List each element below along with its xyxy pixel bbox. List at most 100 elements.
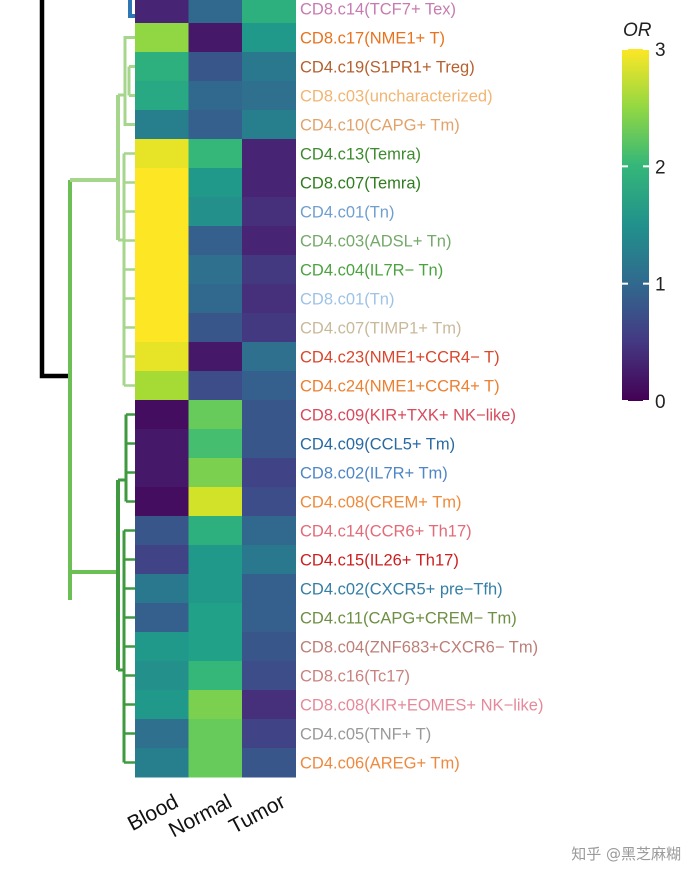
heatmap-cell bbox=[135, 429, 189, 459]
heatmap-cell bbox=[242, 487, 296, 517]
heatmap-cell bbox=[135, 342, 189, 372]
heatmap-cell bbox=[242, 313, 296, 343]
heatmap-cell bbox=[135, 632, 189, 662]
heatmap-cell bbox=[188, 371, 243, 401]
heatmap-cell bbox=[242, 719, 296, 749]
heatmap-cell bbox=[188, 400, 243, 430]
heatmap-cell bbox=[135, 400, 189, 430]
dendrogram-branch bbox=[118, 36, 136, 97]
row-label: CD4.c14(CCR6+ Th17) bbox=[300, 523, 472, 541]
heatmap-cell bbox=[135, 110, 189, 140]
heatmap-cell bbox=[188, 719, 243, 749]
heatmap-cell bbox=[135, 690, 189, 720]
heatmap-cell bbox=[135, 574, 189, 604]
heatmap-cell bbox=[188, 487, 243, 517]
heatmap-cell bbox=[188, 429, 243, 459]
row-label: CD8.c16(Tc17) bbox=[300, 668, 410, 686]
dendrogram-branch bbox=[39, 0, 70, 379]
heatmap-cell bbox=[242, 603, 296, 633]
heatmap-cells bbox=[135, 0, 296, 778]
heatmap-cell bbox=[242, 197, 296, 227]
heatmap-cell bbox=[188, 110, 243, 140]
row-label: CD8.c03(uncharacterized) bbox=[300, 88, 493, 106]
row-label: CD4.c01(Tn) bbox=[300, 204, 394, 222]
row-label: CD8.c09(KIR+TXK+ NK−like) bbox=[300, 407, 516, 425]
heatmap-cell bbox=[242, 748, 296, 778]
heatmap-cell bbox=[188, 313, 243, 343]
heatmap-cell bbox=[188, 661, 243, 691]
heatmap-cell bbox=[135, 487, 189, 517]
legend-tick-label: 1 bbox=[655, 275, 666, 296]
heatmap-cell bbox=[242, 458, 296, 488]
heatmap-cell bbox=[188, 226, 243, 256]
heatmap-cell bbox=[188, 23, 243, 53]
heatmap-cell bbox=[135, 458, 189, 488]
heatmap-cell bbox=[135, 0, 189, 24]
heatmap-cell bbox=[242, 284, 296, 314]
heatmap-cell bbox=[188, 545, 243, 575]
row-label: CD4.c13(Temra) bbox=[300, 146, 421, 164]
row-label: CD8.c04(ZNF683+CXCR6− Tm) bbox=[300, 639, 538, 657]
legend-colorbar bbox=[622, 49, 649, 401]
heatmap-cell bbox=[242, 168, 296, 198]
heatmap-cell bbox=[242, 255, 296, 285]
dendrogram-branch bbox=[128, 0, 136, 18]
heatmap-cell bbox=[242, 139, 296, 169]
heatmap-cell bbox=[135, 139, 189, 169]
heatmap-cell bbox=[242, 690, 296, 720]
heatmap-cell bbox=[135, 545, 189, 575]
heatmap-cell bbox=[135, 284, 189, 314]
heatmap-cell bbox=[188, 748, 243, 778]
row-label: CD4.c04(IL7R− Tn) bbox=[300, 262, 443, 280]
row-label: CD8.c07(Temra) bbox=[300, 175, 421, 193]
heatmap-cell bbox=[242, 81, 296, 111]
heatmap-cell bbox=[135, 255, 189, 285]
heatmap-cell bbox=[188, 81, 243, 111]
row-label: CD4.c19(S1PR1+ Treg) bbox=[300, 59, 475, 77]
heatmap-cell bbox=[242, 110, 296, 140]
heatmap-cell bbox=[188, 255, 243, 285]
dendrogram-branch bbox=[123, 95, 136, 126]
row-label: CD4.c02(CXCR5+ pre−Tfh) bbox=[300, 581, 503, 599]
heatmap-cell bbox=[135, 719, 189, 749]
heatmap-cell bbox=[242, 342, 296, 372]
heatmap-cell bbox=[135, 52, 189, 82]
heatmap-cell bbox=[188, 139, 243, 169]
color-legend: OR 0 1 2 3 bbox=[622, 20, 666, 413]
heatmap-cell bbox=[188, 574, 243, 604]
heatmap-cell bbox=[242, 545, 296, 575]
heatmap-cell bbox=[188, 52, 243, 82]
row-label: CD4.c09(CCL5+ Tm) bbox=[300, 436, 455, 454]
heatmap-cell bbox=[242, 400, 296, 430]
heatmap-cell bbox=[242, 632, 296, 662]
heatmap-cell bbox=[188, 516, 243, 546]
heatmap-cell bbox=[135, 168, 189, 198]
row-label: CD4.c08(CREM+ Tm) bbox=[300, 494, 462, 512]
column-label: Normal bbox=[165, 790, 236, 842]
legend-tick-label: 3 bbox=[655, 40, 666, 61]
row-labels: CD8.c14(TCF7+ Tex) CD8.c17(NME1+ T) CD4.c1… bbox=[300, 1, 543, 773]
heatmap-cell bbox=[242, 0, 296, 24]
heatmap-cell bbox=[135, 23, 189, 53]
heatmap-cell bbox=[242, 661, 296, 691]
legend-title: OR bbox=[623, 20, 652, 41]
row-label: CD4.c24(NME1+CCR4+ T) bbox=[300, 378, 500, 396]
heatmap-cell bbox=[135, 81, 189, 111]
row-label: CD4.c05(TNF+ T) bbox=[300, 726, 431, 744]
heatmap-cell bbox=[242, 429, 296, 459]
heatmap-cell bbox=[188, 284, 243, 314]
row-label: CD4.c06(AREG+ Tm) bbox=[300, 755, 460, 773]
heatmap-cell bbox=[188, 690, 243, 720]
row-label: CD4.c10(CAPG+ Tm) bbox=[300, 117, 460, 135]
heatmap-cell bbox=[135, 313, 189, 343]
row-label: CD4.c15(IL26+ Th17) bbox=[300, 552, 459, 570]
heatmap-cell bbox=[188, 603, 243, 633]
row-label: CD8.c01(Tn) bbox=[300, 291, 394, 309]
heatmap-cell bbox=[242, 516, 296, 546]
heatmap-cell bbox=[188, 342, 243, 372]
heatmap-cell bbox=[135, 371, 189, 401]
row-label: CD4.c11(CAPG+CREM− Tm) bbox=[300, 610, 517, 628]
